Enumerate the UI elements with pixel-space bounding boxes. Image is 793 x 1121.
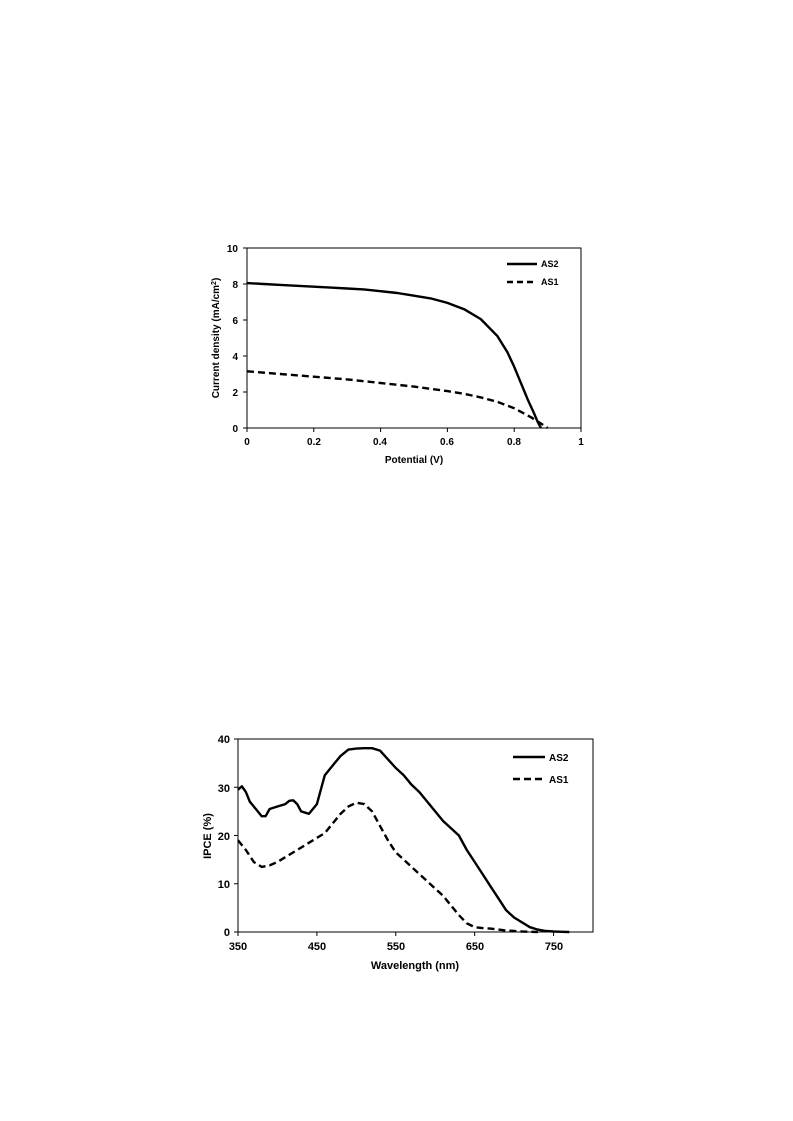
jv-x-tick-label: 1 [578,437,584,448]
ipce-series-as1-line [237,801,538,934]
jv-x-axis-title: Potential (V) [385,455,443,466]
ipce-chart: 350 450 550 650 750 0 10 20 30 40 Wavele… [202,734,594,972]
ipce-chart-ticks [234,738,555,936]
ipce-series-as2-line [237,747,570,934]
ipce-x-tick-label: 650 [466,941,484,953]
jv-x-tick-label: 0.2 [307,437,321,448]
jv-x-tick-label: 0.4 [373,437,387,448]
ipce-x-axis-title: Wavelength (nm) [371,960,460,972]
jv-series-as2-line [246,281,542,429]
ipce-x-tick-label: 550 [387,941,405,953]
ipce-y-tick-label: 20 [218,831,230,843]
jv-series-as1-line [246,370,549,429]
ipce-y-tick-label: 40 [218,734,230,746]
ipce-y-tick-label: 0 [224,927,230,939]
ipce-legend-label-as2: AS2 [549,753,569,764]
jv-y-tick-label: 10 [227,244,239,255]
ipce-x-tick-label: 750 [545,941,563,953]
jv-x-tick-label: 0.8 [507,437,521,448]
jv-y-axis-title: Current density (mA/cm2) [211,278,223,399]
jv-chart-plot-frame [246,247,582,429]
jv-y-tick-label: 4 [232,352,238,363]
ipce-y-axis-title: IPCE (%) [202,813,214,859]
jv-chart-ticks [243,247,582,432]
ipce-chart-marks [237,747,570,934]
jv-legend: AS2 AS1 [507,259,559,287]
ipce-chart-plot-frame [237,738,594,933]
ipce-y-tick-label: 10 [218,879,230,891]
jv-y-tick-label: 2 [232,388,238,399]
jv-y-tick-label: 6 [232,316,238,327]
ipce-legend: AS2 AS1 [513,753,569,786]
jv-x-tick-label: 0.6 [440,437,454,448]
jv-chart-marks [246,281,549,429]
jv-chart: 0 0.2 0.4 0.6 0.8 1 0 2 4 6 8 10 Potenti… [211,244,585,466]
ipce-y-tick-label: 30 [218,783,230,795]
jv-y-tick-label: 0 [232,424,238,435]
ipce-x-tick-label: 450 [308,941,326,953]
jv-y-tick-label: 8 [232,280,238,291]
ipce-legend-label-as1: AS1 [549,775,569,786]
ipce-x-tick-label: 350 [229,941,247,953]
jv-legend-label-as2: AS2 [541,259,559,269]
jv-x-tick-label: 0 [244,437,250,448]
jv-legend-label-as1: AS1 [541,277,559,287]
